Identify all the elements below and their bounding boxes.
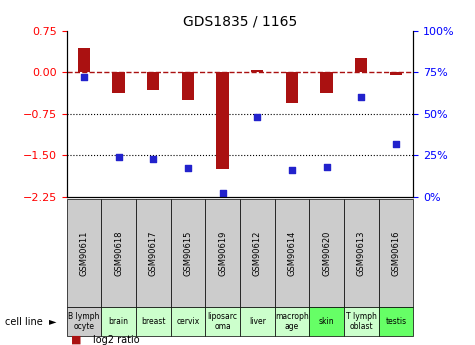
Bar bbox=[390, 72, 402, 75]
Bar bbox=[355, 58, 367, 72]
Point bbox=[149, 156, 157, 161]
Text: skin: skin bbox=[319, 317, 334, 326]
Point bbox=[184, 166, 192, 171]
Text: GSM90618: GSM90618 bbox=[114, 230, 123, 276]
Bar bbox=[217, 72, 228, 169]
Point bbox=[80, 75, 88, 80]
Point bbox=[115, 154, 123, 160]
Text: GSM90617: GSM90617 bbox=[149, 230, 158, 276]
Text: GSM90616: GSM90616 bbox=[391, 230, 400, 276]
Text: brain: brain bbox=[108, 317, 129, 326]
Text: T lymph
oblast: T lymph oblast bbox=[346, 312, 377, 332]
Text: GSM90611: GSM90611 bbox=[79, 230, 88, 276]
Bar bbox=[321, 72, 332, 93]
Text: macroph
age: macroph age bbox=[275, 312, 309, 332]
Text: testis: testis bbox=[385, 317, 407, 326]
Text: GSM90615: GSM90615 bbox=[183, 230, 192, 276]
Bar bbox=[113, 72, 124, 93]
Bar bbox=[251, 70, 263, 72]
Text: GSM90614: GSM90614 bbox=[287, 230, 296, 276]
Text: breast: breast bbox=[141, 317, 165, 326]
Bar bbox=[78, 48, 90, 72]
Text: cell line  ►: cell line ► bbox=[5, 317, 56, 327]
Text: ■: ■ bbox=[71, 335, 82, 345]
Text: B lymph
ocyte: B lymph ocyte bbox=[68, 312, 100, 332]
Text: GSM90612: GSM90612 bbox=[253, 230, 262, 276]
Point bbox=[358, 95, 365, 100]
Text: liver: liver bbox=[249, 317, 266, 326]
Title: GDS1835 / 1165: GDS1835 / 1165 bbox=[183, 14, 297, 29]
Bar bbox=[182, 72, 194, 100]
Point bbox=[392, 141, 400, 146]
Point bbox=[218, 190, 227, 196]
Point bbox=[323, 164, 331, 170]
Text: liposarc
oma: liposarc oma bbox=[208, 312, 238, 332]
Point bbox=[254, 115, 261, 120]
Text: GSM90620: GSM90620 bbox=[322, 230, 331, 276]
Bar bbox=[286, 72, 298, 103]
Text: GSM90619: GSM90619 bbox=[218, 230, 227, 276]
Point bbox=[288, 167, 295, 173]
Text: cervix: cervix bbox=[176, 317, 200, 326]
Text: log2 ratio: log2 ratio bbox=[93, 335, 139, 345]
Text: GSM90613: GSM90613 bbox=[357, 230, 366, 276]
Bar bbox=[147, 72, 159, 90]
